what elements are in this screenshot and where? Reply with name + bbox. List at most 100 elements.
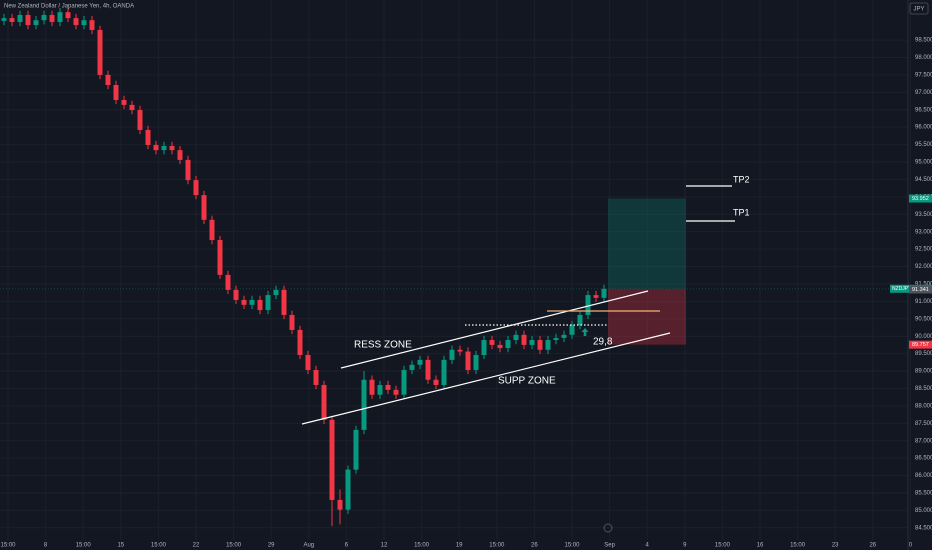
candle-body xyxy=(393,389,399,395)
candle-body xyxy=(569,325,575,335)
candle-body xyxy=(473,355,479,370)
y-tick-label: 91.500 xyxy=(915,282,932,288)
y-tick-label: 92.500 xyxy=(915,247,932,253)
candle-body xyxy=(1,18,7,21)
candle-body xyxy=(401,369,407,395)
x-tick-label: 15:00 xyxy=(489,543,505,549)
candle-body xyxy=(297,329,303,356)
candle-body xyxy=(105,74,111,86)
y-tick-label: 87.500 xyxy=(915,421,932,427)
y-tick-label: 84.500 xyxy=(915,525,932,531)
y-tick-label: 98.000 xyxy=(915,55,932,61)
candle-body xyxy=(377,384,383,395)
price-label: 89.757 xyxy=(912,342,929,348)
candle-body xyxy=(321,384,327,420)
x-tick-label: 15:00 xyxy=(0,543,16,549)
x-tick-label: 0 xyxy=(909,543,913,549)
y-tick-label: 85.500 xyxy=(915,491,932,497)
x-tick-label: 29 xyxy=(268,543,275,549)
candle-body xyxy=(225,274,231,290)
x-tick-label: 9 xyxy=(683,543,687,549)
y-tick-label: 96.500 xyxy=(915,107,932,113)
x-tick-label: 15:00 xyxy=(76,543,92,549)
price-label-bg xyxy=(909,340,932,349)
x-tick-label: 8 xyxy=(44,543,48,549)
price-label: 93.952 xyxy=(912,196,929,202)
y-tick-label: 90.000 xyxy=(915,334,932,340)
candle-body xyxy=(193,180,199,196)
candle-body xyxy=(145,129,151,145)
candle-body xyxy=(185,159,191,181)
candle-body xyxy=(281,289,287,315)
candle-body xyxy=(417,359,423,365)
candle-body xyxy=(41,14,47,21)
candle-body xyxy=(241,299,247,305)
candle-body xyxy=(289,314,295,330)
x-tick-label: 15:00 xyxy=(414,543,430,549)
candle-body xyxy=(273,289,279,296)
y-tick-label: 95.000 xyxy=(915,160,932,166)
x-tick-label: 15:00 xyxy=(715,543,731,549)
x-tick-label: 26 xyxy=(531,543,538,549)
candle-body xyxy=(233,289,239,300)
candle-body xyxy=(425,359,431,380)
x-tick-label: 15:00 xyxy=(151,543,167,549)
y-tick-label: 93.500 xyxy=(915,212,932,218)
candle-body xyxy=(489,340,495,345)
candle-body xyxy=(25,14,31,26)
y-tick-label: 88.000 xyxy=(915,403,932,409)
candle-body xyxy=(529,340,535,345)
symbol-label: NZDJPY xyxy=(892,286,912,292)
x-tick-label: 23 xyxy=(832,543,839,549)
chart-title: New Zealand Dollar / Japanese Yen, 4h, O… xyxy=(4,4,134,10)
candle-body xyxy=(121,99,127,105)
y-tick-label: 98.500 xyxy=(915,38,932,44)
candle-body xyxy=(9,18,15,22)
resistance-line xyxy=(340,290,649,369)
candle-body xyxy=(129,104,135,111)
supp-zone-label: SUPP ZONE xyxy=(498,376,556,387)
candle-body xyxy=(57,12,63,22)
x-tick-label: 19 xyxy=(456,543,463,549)
candle-body xyxy=(561,334,567,338)
candle-body xyxy=(249,299,255,305)
price-label-bg xyxy=(909,194,932,203)
y-tick-label: 95.500 xyxy=(915,142,932,148)
price-label-bg xyxy=(909,285,932,294)
y-tick-label: 94.500 xyxy=(915,177,932,183)
candle-body xyxy=(81,20,87,26)
drawings xyxy=(301,185,735,533)
candle-body xyxy=(137,110,143,130)
candle-body xyxy=(89,20,95,30)
candle-body xyxy=(585,295,591,315)
currency-box xyxy=(909,2,929,15)
candle-body xyxy=(545,340,551,350)
candle-body xyxy=(481,340,487,356)
y-tick-label: 97.000 xyxy=(915,90,932,96)
up-arrow xyxy=(581,328,589,336)
candle-body xyxy=(33,20,39,26)
candle-body xyxy=(369,379,375,395)
y-tick-label: 89.500 xyxy=(915,351,932,357)
count-label: 29,8 xyxy=(593,337,613,348)
candle-body xyxy=(433,379,439,385)
y-tick-label: 86.000 xyxy=(915,473,932,479)
y-tick-label: 91.000 xyxy=(915,299,932,305)
y-tick-label: 86.500 xyxy=(915,456,932,462)
x-tick-label: 15 xyxy=(117,543,124,549)
candle-body xyxy=(449,349,455,360)
candle-body xyxy=(153,144,159,151)
candle-body xyxy=(521,334,527,345)
candle-body xyxy=(169,145,175,151)
x-tick-label: 26 xyxy=(869,543,876,549)
support-line xyxy=(301,332,671,425)
grid xyxy=(0,0,910,540)
candle-body xyxy=(593,295,599,298)
candle-body xyxy=(113,85,119,100)
candle-body xyxy=(313,369,319,385)
y-tick-label: 88.500 xyxy=(915,386,932,392)
candle-body xyxy=(457,349,463,352)
y-tick-label: 85.000 xyxy=(915,508,932,514)
